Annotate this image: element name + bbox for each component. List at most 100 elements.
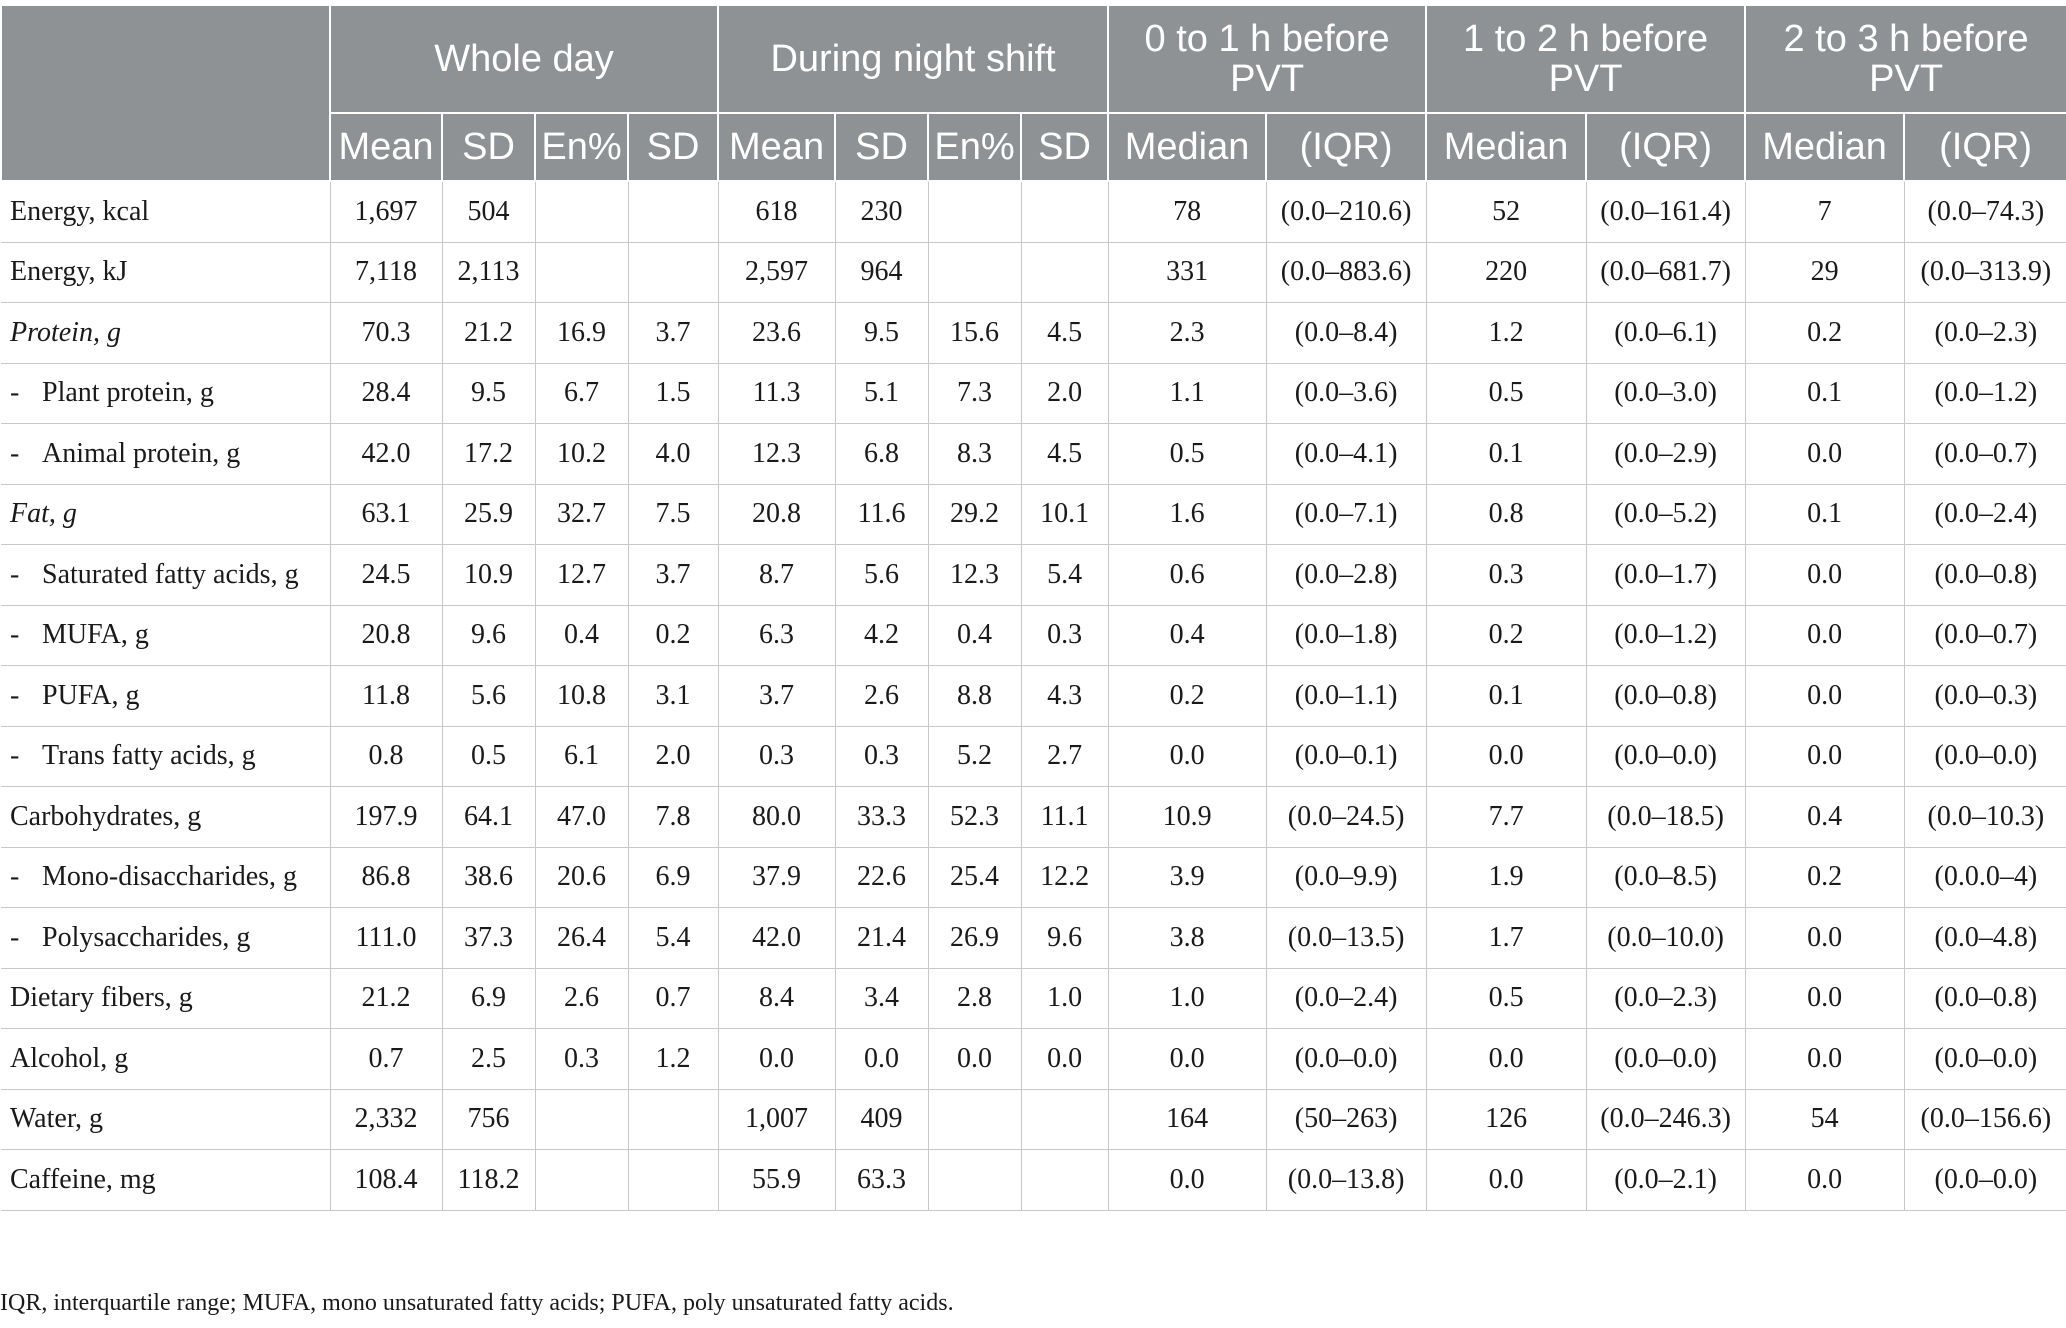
- table-cell: (0.0–0.0): [1266, 1028, 1427, 1090]
- row-label-text: Animal protein, g: [42, 437, 241, 469]
- table-cell: 11.3: [718, 363, 836, 424]
- row-label: Energy, kJ: [1, 242, 331, 303]
- table-cell: (0.0–2.4): [1266, 968, 1427, 1029]
- table-row: Fat, g 63.1 25.9 32.7 7.5 20.8 11.6 29.2 10.1 1.6…: [1, 484, 2066, 545]
- sub-header-cell: Mean: [329, 112, 443, 182]
- table-cell: 1,697: [330, 181, 443, 243]
- sub-header-cell: (IQR): [1585, 112, 1747, 182]
- table-cell: 6.3: [718, 605, 836, 666]
- row-label: Caffeine, mg: [1, 1149, 331, 1211]
- table-cell: 9.6: [442, 605, 536, 666]
- row-label-text: Mono-disaccharides, g: [42, 861, 298, 893]
- group-header-2-3h: 2 to 3 h before PVT: [1744, 4, 2066, 114]
- table-cell: (0.0–8.4): [1266, 302, 1427, 364]
- sub-header-row: Mean SD En% SD Mean SD En% SD Median (IQR) Median(…: [0, 112, 2066, 182]
- table-cell: 7.7: [1426, 786, 1587, 848]
- table-cell: [628, 181, 719, 243]
- table-cell: 2.5: [442, 1028, 536, 1090]
- table-cell: (0.0–5.2): [1586, 484, 1746, 545]
- table-row: - MUFA, g 20.8 9.6 0.4 0.2 6.3 4.2 0.4 0.3 0.4 (0.0…: [1, 605, 2066, 666]
- table-cell: 164: [1108, 1089, 1267, 1150]
- table-cell: 756: [442, 1089, 536, 1150]
- table-cell: 2,332: [330, 1089, 443, 1150]
- table-cell: 0.3: [718, 726, 836, 787]
- table-row: Protein, g 70.3 21.2 16.9 3.7 23.6 9.5 15.6 4.5 2…: [1, 302, 2066, 364]
- table-cell: 0.0: [1745, 726, 1905, 787]
- table-cell: 10.9: [442, 544, 536, 606]
- table-cell: [928, 242, 1022, 303]
- table-cell: (0.0–24.5): [1266, 786, 1427, 848]
- sub-item-dash: -: [10, 679, 20, 711]
- table-cell: 7.5: [628, 484, 719, 545]
- row-label: Protein, g: [1, 302, 331, 364]
- table-cell: 7: [1745, 181, 1905, 243]
- table-cell: [1021, 242, 1109, 303]
- table-cell: 0.0: [1426, 1149, 1587, 1211]
- table-row: Dietary fibers, g 21.2 6.9 2.6 0.7 8.4 3.4 2.8 1…: [1, 968, 2066, 1029]
- table-cell: 1.6: [1108, 484, 1267, 545]
- table-cell: 21.2: [330, 968, 443, 1029]
- table-cell: 80.0: [718, 786, 836, 848]
- table-cell: 0.7: [628, 968, 719, 1029]
- table-cell: 2.7: [1021, 726, 1109, 787]
- table-cell: (50–263): [1266, 1089, 1427, 1150]
- table-row: - Saturated fatty acids, g 24.5 10.9 12.7 3.7…: [1, 544, 2066, 606]
- table-cell: [1021, 1149, 1109, 1211]
- table-cell: [628, 242, 719, 303]
- row-label: Dietary fibers, g: [1, 968, 331, 1029]
- table-cell: 0.0: [718, 1028, 836, 1090]
- table-cell: 12.7: [535, 544, 629, 606]
- table-cell: 15.6: [928, 302, 1022, 364]
- table-cell: 0.5: [1426, 968, 1587, 1029]
- table-cell: 0.2: [1426, 605, 1587, 666]
- row-label-text: Plant protein, g: [42, 377, 214, 409]
- table-cell: 504: [442, 181, 536, 243]
- table-cell: 55.9: [718, 1149, 836, 1211]
- table-cell: [1021, 1089, 1109, 1150]
- row-label-text: Dietary fibers, g: [10, 982, 193, 1014]
- table-cell: 2,113: [442, 242, 536, 303]
- table-cell: 4.5: [1021, 423, 1109, 485]
- table-cell: 409: [835, 1089, 929, 1150]
- table-cell: 6.9: [442, 968, 536, 1029]
- table-cell: 2.0: [1021, 363, 1109, 424]
- table-cell: (0.0–246.3): [1586, 1089, 1746, 1150]
- table-cell: 70.3: [330, 302, 443, 364]
- table-row: - Animal protein, g 42.0 17.2 10.2 4.0 12.3 6.8…: [1, 423, 2066, 485]
- row-label-text: Protein, g: [10, 316, 121, 348]
- table-cell: 126: [1426, 1089, 1587, 1150]
- table-cell: 0.1: [1745, 484, 1905, 545]
- row-label: - Polysaccharides, g: [1, 907, 331, 969]
- table-cell: 0.1: [1426, 423, 1587, 485]
- sub-header-cell: SD: [441, 112, 536, 182]
- sub-header-cell: SD: [1020, 112, 1110, 182]
- table-cell: 25.9: [442, 484, 536, 545]
- table-cell: 108.4: [330, 1149, 443, 1211]
- row-label: Carbohydrates, g: [1, 786, 331, 848]
- table-cell: 17.2: [442, 423, 536, 485]
- table-cell: 8.7: [718, 544, 836, 606]
- table-cell: 86.8: [330, 847, 443, 908]
- table-cell: 11.8: [330, 665, 443, 727]
- table-cell: (0.0–8.5): [1586, 847, 1746, 908]
- table-cell: 1.9: [1426, 847, 1587, 908]
- sub-header-cell: En%: [927, 112, 1023, 182]
- table-cell: [535, 181, 629, 243]
- table-cell: 0.4: [1108, 605, 1267, 666]
- table-cell: 111.0: [330, 907, 443, 969]
- table-cell: 3.8: [1108, 907, 1267, 969]
- table-cell: (0.0–156.6): [1904, 1089, 2066, 1150]
- table-cell: 8.8: [928, 665, 1022, 727]
- table-cell: 2,597: [718, 242, 836, 303]
- table-cell: (0.0–10.0): [1586, 907, 1746, 969]
- table-cell: (0.0–1.7): [1586, 544, 1746, 606]
- table-cell: 0.5: [1108, 423, 1267, 485]
- table-cell: 0.3: [835, 726, 929, 787]
- table-cell: 54: [1745, 1089, 1905, 1150]
- table-cell: 5.1: [835, 363, 929, 424]
- table-cell: 38.6: [442, 847, 536, 908]
- table-cell: 0.3: [1021, 605, 1109, 666]
- table-row: - Plant protein, g 28.4 9.5 6.7 1.5 11.3 5.1 7.3…: [1, 363, 2066, 424]
- table-cell: (0.0–0.0): [1904, 726, 2066, 787]
- table-cell: (0.0–883.6): [1266, 242, 1427, 303]
